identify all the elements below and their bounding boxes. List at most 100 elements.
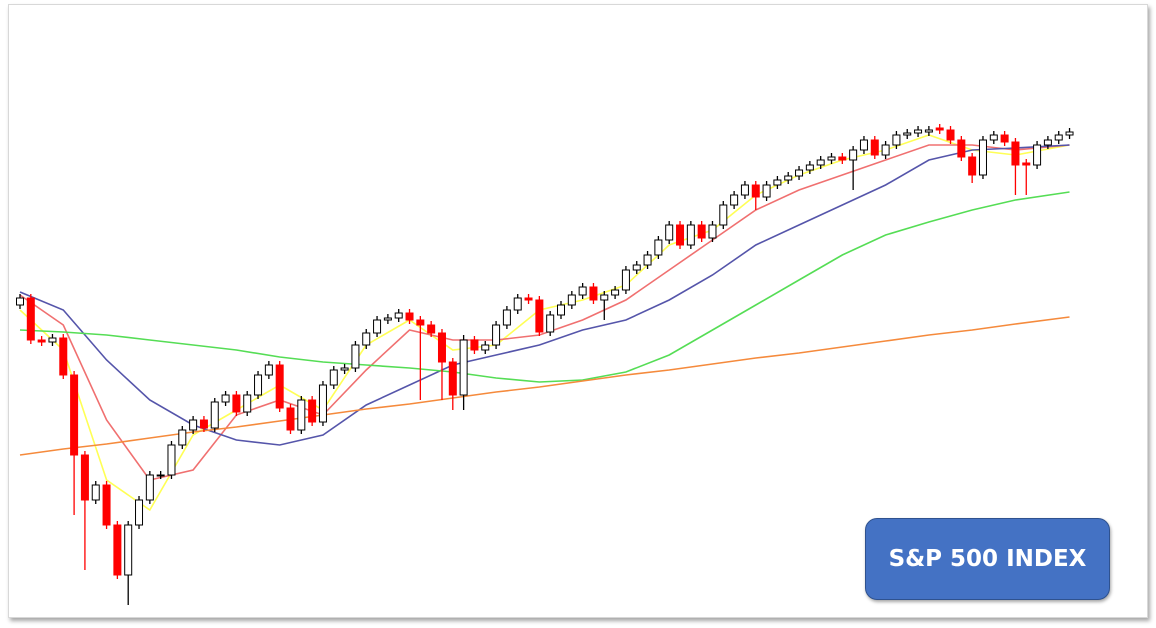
candle-body (567, 294, 576, 306)
candle-body (318, 384, 327, 423)
candle-body (91, 484, 100, 501)
candle-body (145, 474, 154, 501)
candle-body (740, 184, 749, 196)
candle-body (1054, 134, 1063, 141)
candle-body (870, 139, 879, 156)
candle-body (221, 394, 230, 403)
candle-body (719, 204, 728, 226)
candle-body (80, 454, 89, 501)
candle-body (427, 324, 436, 334)
candle-body (167, 444, 176, 476)
index-badge: S&P 500 INDEX (865, 518, 1110, 600)
candle-body (600, 294, 609, 301)
candle-body (59, 337, 68, 376)
candle-body (1000, 134, 1009, 143)
candle-body (275, 364, 284, 409)
candle-body (394, 312, 403, 319)
candle-body (784, 175, 793, 181)
candle-body (1043, 139, 1052, 146)
candle-body (903, 132, 912, 136)
candle-body (308, 399, 317, 423)
candle-body (611, 289, 620, 296)
candle-body (502, 309, 511, 326)
candle-body (676, 224, 685, 246)
candle-body (340, 367, 349, 371)
candle-body (924, 129, 933, 133)
candle-body (773, 179, 782, 186)
moving-average-line (19, 144, 1070, 446)
candle-body (297, 399, 306, 431)
candle-body (946, 129, 955, 141)
candle-body (697, 224, 706, 239)
candle-body (373, 319, 382, 334)
candle-body (578, 286, 587, 296)
candle-body (1033, 144, 1042, 166)
candle-body (989, 134, 998, 141)
candle-body (632, 264, 641, 271)
candle-body (264, 364, 273, 376)
candle-body (935, 127, 944, 131)
candle-body (751, 184, 760, 198)
candle-body (405, 312, 414, 321)
candle-body (383, 317, 392, 321)
candle-body (524, 297, 533, 301)
candle-body (156, 474, 165, 477)
candle-body (730, 194, 739, 206)
candle-body (546, 314, 555, 333)
candle-body (621, 269, 630, 291)
candle-body (849, 149, 858, 161)
candle-body (557, 304, 565, 316)
candle-body (654, 239, 663, 256)
candle-body (686, 224, 695, 246)
candle-body (26, 297, 35, 341)
candle-body (232, 394, 241, 413)
candle-body (448, 361, 457, 396)
candle-body (1011, 141, 1020, 166)
candle-body (978, 139, 987, 176)
candle-body (70, 374, 79, 456)
candle-body (351, 344, 360, 369)
candle-body (827, 156, 836, 161)
candle-body (437, 332, 446, 363)
candle-body (481, 344, 490, 351)
moving-average-line (19, 144, 1070, 481)
candle-body (838, 156, 847, 161)
candle-body (535, 299, 544, 333)
candle-body (1022, 162, 1031, 166)
candle-body (708, 224, 717, 239)
moving-average-line (19, 191, 1070, 383)
candle-body (805, 164, 814, 171)
candle-body (957, 139, 966, 158)
candle-body (189, 419, 198, 431)
candle-body (1065, 131, 1074, 136)
candle-body (16, 297, 24, 306)
moving-average-line (19, 134, 1070, 512)
candle-body (254, 374, 263, 396)
candle-body (178, 429, 187, 446)
candle-body (286, 407, 295, 431)
candle-body (665, 224, 674, 241)
chart-frame (8, 4, 1148, 618)
candle-body (124, 524, 133, 576)
candle-body (416, 319, 425, 326)
candle-body (210, 401, 219, 429)
candle-body (492, 324, 501, 346)
candle-body (892, 134, 901, 146)
candle-body (589, 286, 598, 301)
candle-body (362, 332, 371, 346)
candle-body (113, 524, 122, 576)
candle-body (329, 369, 338, 386)
candle-body (459, 339, 468, 396)
candle-body (102, 484, 111, 526)
candle-body (881, 144, 890, 156)
moving-average-line (19, 316, 1070, 456)
candle-body (37, 339, 46, 343)
candle-body (135, 499, 144, 526)
candle-body (795, 169, 804, 177)
candle-body (968, 156, 977, 176)
candle-body (859, 139, 868, 151)
candle-body (513, 297, 522, 311)
candle-body (762, 184, 771, 198)
